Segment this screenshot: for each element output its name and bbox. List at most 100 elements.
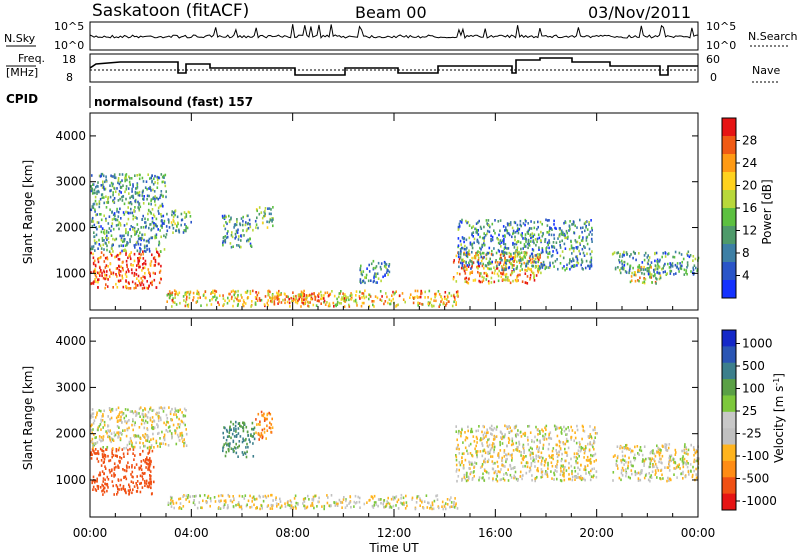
heatmap-cell	[338, 292, 341, 295]
heatmap-cell	[373, 274, 376, 278]
heatmap-cell	[127, 211, 130, 215]
heatmap-cell	[127, 201, 130, 205]
heatmap-cell	[132, 217, 134, 221]
heatmap-cell	[230, 217, 232, 221]
heatmap-cell	[157, 419, 160, 423]
heatmap-cell	[524, 245, 527, 248]
heatmap-cell	[120, 186, 122, 189]
heatmap-cell	[152, 188, 154, 192]
heatmap-cell	[118, 264, 120, 268]
heatmap-cell	[132, 488, 134, 491]
heatmap-cell	[304, 497, 307, 500]
heatmap-cell	[236, 295, 239, 299]
heatmap-cell	[324, 303, 327, 306]
heatmap-cell	[171, 223, 174, 227]
heatmap-cell	[247, 499, 250, 503]
heatmap-cell	[353, 505, 355, 508]
heatmap-cell	[383, 265, 386, 268]
heatmap-cell	[555, 443, 558, 447]
heatmap-cell	[542, 260, 545, 264]
heatmap-cell	[226, 232, 228, 235]
heatmap-cell	[165, 233, 168, 236]
heatmap-cell	[104, 273, 106, 277]
heatmap-cell	[90, 251, 92, 255]
heatmap-cell	[158, 281, 161, 285]
heatmap-cell	[176, 426, 178, 430]
heatmap-cell	[523, 252, 526, 256]
heatmap-cell	[242, 303, 244, 306]
heatmap-cell	[422, 506, 425, 510]
heatmap-cell	[513, 474, 516, 478]
heatmap-cell	[241, 440, 244, 444]
heatmap-cell	[577, 466, 579, 470]
heatmap-cell	[477, 250, 479, 253]
heatmap-cell	[621, 446, 624, 450]
heatmap-cell	[145, 244, 148, 248]
heatmap-cell	[612, 479, 614, 482]
heatmap-cell	[126, 241, 128, 244]
heatmap-cell	[135, 411, 138, 414]
heatmap-cell	[257, 423, 260, 426]
heatmap-cell	[98, 272, 100, 275]
heatmap-cell	[119, 279, 122, 282]
heatmap-cell	[387, 301, 389, 305]
heatmap-cell	[461, 456, 463, 459]
colorbar-tick-label: 500	[742, 359, 765, 373]
heatmap-cell	[660, 469, 662, 472]
heatmap-cell	[535, 457, 537, 460]
heatmap-cell	[514, 221, 517, 225]
heatmap-cell	[568, 466, 570, 470]
heatmap-cell	[686, 266, 688, 269]
heatmap-cell	[480, 259, 483, 263]
heatmap-cell	[246, 289, 249, 293]
heatmap-cell	[570, 260, 573, 263]
heatmap-cell	[151, 217, 154, 220]
heatmap-cell	[133, 445, 136, 449]
heatmap-cell	[389, 505, 392, 508]
heatmap-cell	[512, 467, 514, 470]
heatmap-cell	[141, 233, 144, 237]
heatmap-cell	[142, 472, 145, 475]
heatmap-cell	[240, 217, 243, 220]
heatmap-cell	[647, 457, 650, 460]
heatmap-cell	[377, 277, 380, 280]
heatmap-cell	[200, 304, 202, 307]
heatmap-cell	[242, 437, 244, 441]
heatmap-cell	[157, 228, 159, 231]
heatmap-cell	[354, 494, 357, 498]
heatmap-cell	[121, 421, 123, 424]
heatmap-cell	[499, 242, 501, 245]
heatmap-cell	[95, 226, 97, 229]
heatmap-cell	[219, 507, 222, 510]
heatmap-cell	[522, 446, 525, 450]
heatmap-cell	[237, 503, 239, 506]
heatmap-cell	[664, 270, 666, 273]
heatmap-cell	[376, 272, 379, 275]
heatmap-cell	[226, 301, 229, 305]
heatmap-cell	[532, 452, 534, 456]
heatmap-cell	[328, 302, 331, 305]
heatmap-cell	[467, 281, 470, 285]
heatmap-cell	[499, 478, 502, 482]
heatmap-cell	[645, 457, 647, 461]
heatmap-cell	[252, 435, 255, 438]
heatmap-cell	[531, 255, 534, 258]
heatmap-cell	[542, 263, 544, 267]
heatmap-cell	[139, 246, 141, 250]
heatmap-cell	[565, 236, 568, 240]
heatmap-cell	[379, 290, 382, 293]
heatmap-cell	[155, 441, 158, 445]
heatmap-cell	[276, 295, 279, 298]
heatmap-cell	[641, 261, 644, 264]
heatmap-cell	[687, 462, 689, 465]
heatmap-cell	[686, 460, 688, 463]
heatmap-cell	[117, 223, 120, 227]
heatmap-cell	[465, 219, 467, 223]
heatmap-cell	[224, 499, 227, 502]
heatmap-cell	[144, 472, 146, 475]
heatmap-cell	[491, 460, 494, 463]
heatmap-cell	[139, 474, 142, 478]
heatmap-cell	[479, 252, 482, 256]
heatmap-cell	[487, 219, 490, 222]
heatmap-cell	[571, 469, 573, 473]
